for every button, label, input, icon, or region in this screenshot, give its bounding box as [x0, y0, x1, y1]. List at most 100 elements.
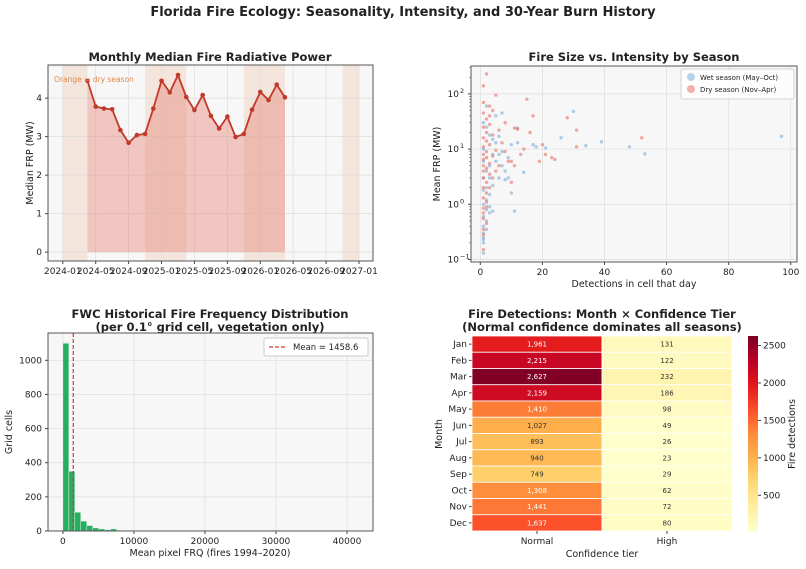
- chart-title: Fire Detections: Month × Confidence Tier: [468, 307, 736, 321]
- colorbar-label: Fire detections: [787, 399, 798, 469]
- cell-value: 131: [660, 341, 673, 349]
- dry-season-point: [488, 123, 491, 126]
- row-label: Dec: [450, 519, 467, 529]
- wet-season-point: [516, 141, 519, 144]
- dry-season-point: [531, 114, 534, 117]
- heatmap-panel: Fire Detections: Month × Confidence Tier…: [434, 307, 798, 560]
- dry-season-point: [488, 114, 491, 117]
- dry-season-point: [494, 169, 497, 172]
- dry-season-point: [491, 109, 494, 112]
- dry-season-point: [482, 186, 485, 189]
- dry-season-point: [482, 125, 485, 128]
- y-tick-label: 800: [25, 390, 42, 400]
- data-point: [110, 107, 115, 112]
- chart-title: FWC Historical Fire Frequency Distributi…: [72, 307, 349, 321]
- dry-season-point: [494, 93, 497, 96]
- dry-season-point: [566, 116, 569, 119]
- dry-season-point: [482, 101, 485, 104]
- data-point: [200, 93, 205, 98]
- wet-season-point: [507, 176, 510, 179]
- dry-season-point: [485, 139, 488, 142]
- row-label: Feb: [451, 356, 467, 366]
- dry-season-point: [491, 133, 494, 136]
- dry-season-point: [503, 150, 506, 153]
- data-point: [258, 90, 263, 95]
- wet-season-point: [500, 150, 503, 153]
- dry-season-point: [482, 233, 485, 236]
- dry-season-point: [482, 228, 485, 231]
- wet-season-point: [522, 171, 525, 174]
- dry-season-point: [497, 164, 500, 167]
- cell-value: 1,410: [527, 406, 547, 414]
- x-tick-label: 0: [477, 268, 483, 278]
- x-tick-label: 40: [599, 268, 611, 278]
- dry-season-point: [494, 149, 497, 152]
- cell-value: 893: [530, 438, 543, 446]
- y-tick-label: 2: [36, 171, 42, 181]
- dry-season-point: [497, 128, 500, 131]
- wet-season-point: [482, 241, 485, 244]
- wet-season-point: [559, 136, 562, 139]
- dry-season-point: [525, 98, 528, 101]
- data-point: [242, 132, 247, 137]
- wet-season-point: [497, 153, 500, 156]
- cell-value: 2,627: [527, 373, 547, 381]
- wet-season-point: [600, 140, 603, 143]
- data-point: [192, 108, 197, 113]
- dry-season-point: [482, 169, 485, 172]
- dry-season-point: [488, 104, 491, 107]
- dry-season-point: [485, 150, 488, 153]
- dry-season-point: [544, 153, 547, 156]
- cell-value: 186: [660, 389, 674, 397]
- row-label: Jun: [452, 421, 467, 431]
- dry-season-point: [528, 131, 531, 134]
- wet-season-point: [572, 110, 575, 113]
- data-point: [274, 82, 279, 87]
- wet-season-point: [494, 114, 497, 117]
- row-label: Jul: [455, 438, 467, 448]
- dry-season-point: [485, 181, 488, 184]
- data-point: [151, 106, 156, 111]
- dry-season-point: [538, 160, 541, 163]
- dry-season-point: [485, 156, 488, 159]
- colorbar-tick-label: 2500: [763, 342, 786, 352]
- dry-season-point: [491, 154, 494, 157]
- cell-value: 23: [663, 454, 672, 462]
- dry-season-point: [488, 162, 491, 165]
- figure-title: Florida Fire Ecology: Seasonality, Inten…: [150, 5, 656, 20]
- wet-season-point: [488, 133, 491, 136]
- y-tick-label: 0: [36, 248, 42, 258]
- scatter-chart-panel: Fire Size vs. Intensity by Season Mean F…: [432, 50, 800, 290]
- cell-value: 1,027: [527, 422, 547, 430]
- y-tick-label: 400: [25, 459, 42, 469]
- dry-season-point: [513, 164, 516, 167]
- dry-season-point: [485, 117, 488, 120]
- y-tick-label: 10: [448, 145, 460, 155]
- data-point: [102, 106, 107, 111]
- wet-season-point: [507, 156, 510, 159]
- wet-season-point: [535, 145, 538, 148]
- dry-season-point: [513, 126, 516, 129]
- cell-value: 1,308: [527, 487, 547, 495]
- dry-season-point: [485, 205, 488, 208]
- cell-value: 2,159: [527, 389, 547, 397]
- legend: Wet season (May–Oct)Dry season (Nov–Apr): [681, 69, 794, 99]
- dry-season-point: [485, 200, 488, 203]
- wet-season-point: [500, 111, 503, 114]
- data-point: [167, 90, 172, 95]
- row-label: Nov: [449, 503, 467, 513]
- histogram-bar: [75, 512, 81, 531]
- wet-season-point: [544, 146, 547, 149]
- wet-season-point: [485, 104, 488, 107]
- y-tick-label: 4: [36, 94, 42, 104]
- wet-season-point: [482, 203, 485, 206]
- cell-value: 122: [660, 357, 673, 365]
- cell-value: 940: [530, 454, 543, 462]
- data-point: [233, 135, 238, 140]
- line-chart-panel: Monthly Median Fire Radiative Power Medi…: [25, 50, 378, 277]
- histogram-bar: [63, 343, 69, 531]
- dry-season-point: [488, 186, 491, 189]
- wet-season-point: [482, 225, 485, 228]
- y-tick-label: 1: [36, 210, 42, 220]
